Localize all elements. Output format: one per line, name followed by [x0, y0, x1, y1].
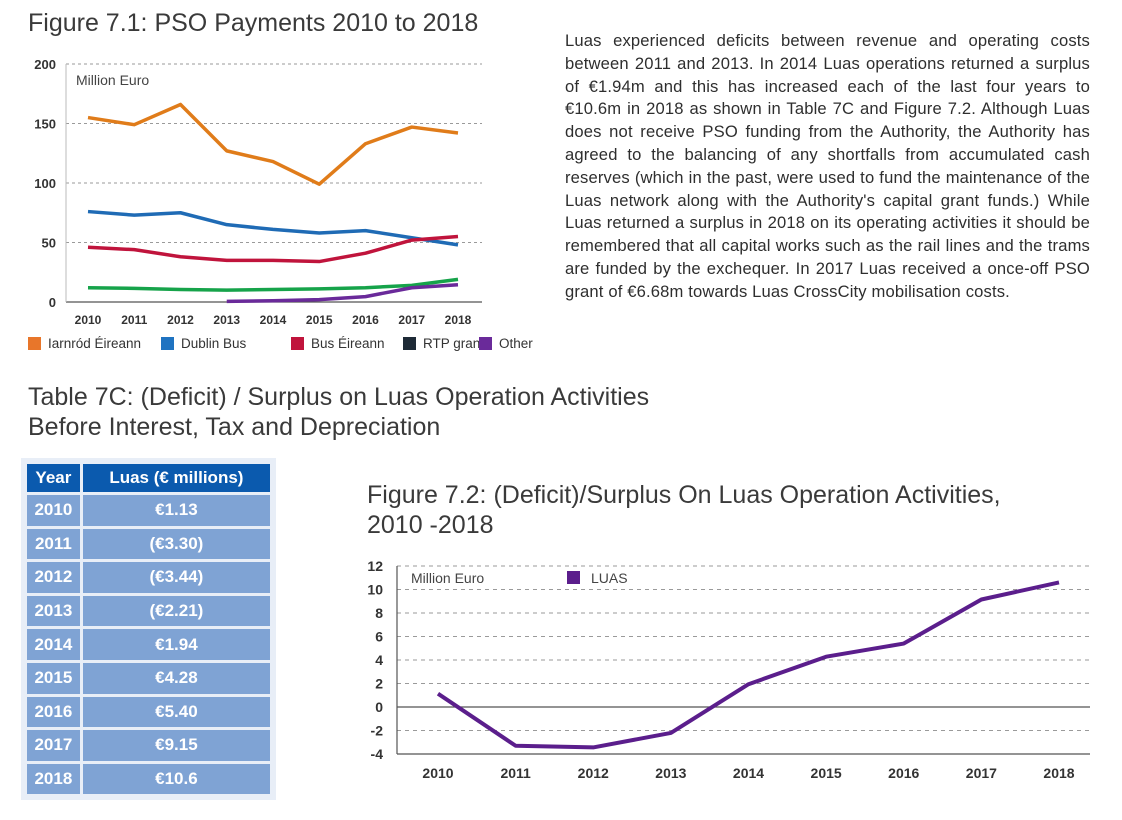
y-tick-label: 0: [49, 295, 56, 310]
y-tick-label: 8: [375, 605, 383, 621]
legend-item: Dublin Bus: [161, 336, 246, 351]
table-7c-title: Table 7C: (Deficit) / Surplus on Luas Op…: [28, 383, 650, 441]
legend-swatch: [567, 571, 580, 584]
column-header-year: Year: [27, 464, 80, 492]
x-tick-label: 2015: [811, 765, 842, 781]
y-tick-label: 12: [367, 558, 383, 574]
x-tick-label: 2016: [352, 313, 379, 327]
luas-surplus-table: Year Luas (€ millions) 2010 €1.13 2011 (€3.…: [21, 458, 276, 800]
table-row: 2014 €1.94: [27, 629, 270, 660]
year-cell: 2014: [27, 629, 80, 660]
x-tick-label: 2010: [422, 765, 453, 781]
pso-payments-legend: Iarnród Éireann Dublin Bus Bus Éireann RTP …: [28, 336, 568, 356]
legend-swatch: [403, 337, 416, 350]
y-tick-label: 150: [34, 117, 56, 132]
legend-label: Dublin Bus: [181, 336, 247, 351]
figure-7-1-title: Figure 7.1: PSO Payments 2010 to 2018: [28, 9, 479, 37]
y-tick-label: 10: [367, 582, 383, 598]
legend-item: RTP grant: [403, 336, 484, 351]
y-unit-label: Million Euro: [76, 72, 149, 88]
year-cell: 2016: [27, 696, 80, 728]
luas-value-cell: €10.6: [82, 763, 270, 795]
legend-item: Bus Éireann: [291, 336, 385, 351]
y-tick-label: -4: [371, 746, 384, 762]
y-tick-label: -2: [371, 723, 384, 739]
y-tick-label: 6: [375, 629, 383, 645]
x-tick-label: 2013: [213, 313, 240, 327]
table-header-row: Year Luas (€ millions): [27, 464, 270, 492]
legend-item: Other: [479, 336, 533, 351]
luas-value-cell: €1.13: [82, 495, 270, 526]
series-line-bus-ireann: [87, 234, 459, 264]
luas-value-cell: (€3.30): [82, 528, 270, 560]
legend-swatch: [28, 337, 41, 350]
table-row: 2016 €5.40: [27, 696, 270, 728]
pso-payments-chart: 0 50 100 150 200 2010 2011 2012 2013 2014 2015 2016…: [34, 57, 482, 327]
series-line-iarnr-d-ireann: [87, 102, 459, 186]
legend-swatch: [479, 337, 492, 350]
year-cell: 2015: [27, 662, 80, 694]
x-tick-label: 2013: [655, 765, 686, 781]
x-tick-label: 2017: [398, 313, 425, 327]
legend-swatch: [161, 337, 174, 350]
year-cell: 2012: [27, 562, 80, 593]
legend-swatch: [291, 337, 304, 350]
y-tick-label: 4: [375, 652, 383, 668]
x-tick-label: 2018: [445, 313, 472, 327]
legend-item: Iarnród Éireann: [28, 336, 141, 351]
y-tick-label: 50: [42, 236, 56, 251]
x-tick-label: 2017: [966, 765, 997, 781]
y-unit-label: Million Euro: [411, 570, 484, 586]
x-tick-label: 2010: [75, 313, 102, 327]
year-cell: 2011: [27, 528, 80, 560]
table-row: 2010 €1.13: [27, 495, 270, 526]
y-tick-label: 200: [34, 57, 56, 72]
x-tick-label: 2011: [500, 765, 531, 781]
x-tick-label: 2012: [167, 313, 194, 327]
x-tick-label: 2014: [733, 765, 764, 781]
x-tick-label: 2011: [121, 313, 147, 327]
x-tick-label: 2015: [306, 313, 333, 327]
luas-value-cell: (€3.44): [82, 562, 270, 593]
year-cell: 2013: [27, 595, 80, 627]
y-tick-label: 100: [34, 176, 56, 191]
column-header-luas: Luas (€ millions): [82, 464, 270, 492]
y-tick-label: 0: [375, 699, 383, 715]
year-cell: 2010: [27, 495, 80, 526]
table-row: 2015 €4.28: [27, 662, 270, 694]
luas-value-cell: (€2.21): [82, 595, 270, 627]
luas-value-cell: €4.28: [82, 662, 270, 694]
year-cell: 2017: [27, 730, 80, 761]
luas-description-paragraph: Luas experienced deficits between revenu…: [565, 31, 1090, 301]
x-tick-label: 2014: [260, 313, 287, 327]
y-tick-label: 2: [375, 676, 383, 692]
legend-label: LUAS: [591, 570, 628, 586]
table-row: 2013 (€2.21): [27, 595, 270, 627]
legend-label: Bus Éireann: [311, 336, 385, 351]
luas-value-cell: €1.94: [82, 629, 270, 660]
legend-label: RTP grant: [423, 336, 485, 351]
table-row: 2012 (€3.44): [27, 562, 270, 593]
luas-value-cell: €9.15: [82, 730, 270, 761]
figure-7-2-title: Figure 7.2: (Deficit)/Surplus On Luas Op…: [367, 481, 1001, 539]
x-tick-label: 2012: [578, 765, 609, 781]
series-line-dublin-bus: [87, 209, 459, 247]
legend-label: Other: [499, 336, 533, 351]
series-line-other: [226, 282, 459, 304]
luas-value-cell: €5.40: [82, 696, 270, 728]
x-tick-label: 2016: [888, 765, 919, 781]
x-tick-label: 2018: [1043, 765, 1074, 781]
luas-surplus-chart: -4 -2 0 2 4 6 8 10 12 2010 2011 2012 2013 2014 2015 201…: [367, 558, 1090, 781]
year-cell: 2018: [27, 763, 80, 795]
series-line-luas: [436, 580, 1060, 750]
table-row: 2017 €9.15: [27, 730, 270, 761]
table-row: 2018 €10.6: [27, 763, 270, 795]
legend-label: Iarnród Éireann: [48, 336, 142, 351]
table-row: 2011 (€3.30): [27, 528, 270, 560]
